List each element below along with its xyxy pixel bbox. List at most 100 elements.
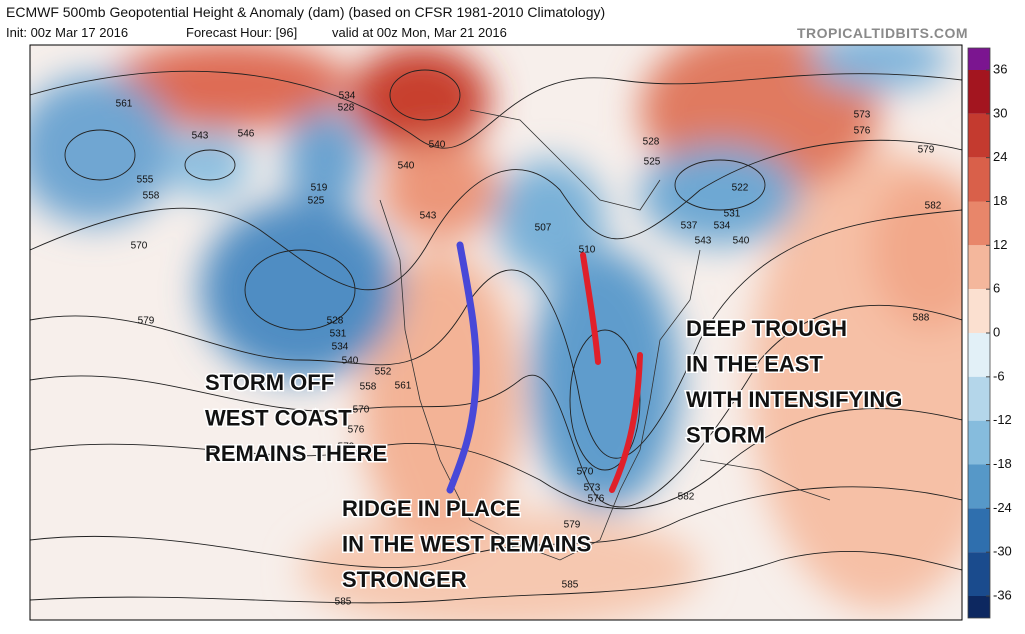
colorbar-label: 18 — [993, 193, 1007, 208]
height-contours — [30, 69, 962, 604]
colorbar-label: 6 — [993, 281, 1000, 296]
contour-label: 582 — [925, 201, 942, 212]
contour-label: 579 — [338, 442, 355, 453]
contour-label: 531 — [724, 209, 741, 220]
contour-label: 531 — [330, 329, 347, 340]
contour-label: 546 — [238, 129, 255, 140]
colorbar-segment — [968, 157, 990, 202]
annotations: STORM OFF WEST COAST REMAINS THERE RIDGE IN… — [204, 315, 904, 594]
contour-label: 588 — [913, 313, 930, 324]
annotation-line: DEEP TROUGH — [686, 316, 847, 341]
colorbar-label: -12 — [993, 412, 1012, 427]
contour-label: 561 — [395, 381, 412, 392]
annotation-line: WITH INTENSIFYING — [686, 387, 902, 412]
contour-label: 558 — [360, 382, 377, 393]
contour-label: 525 — [644, 157, 661, 168]
title: ECMWF 500mb Geopotential Height & Anomal… — [6, 4, 605, 20]
contour-label: 579 — [138, 316, 155, 327]
contour-label: 573 — [854, 110, 871, 121]
annotation-line: REMAINS THERE — [205, 441, 387, 466]
colorbar-segment — [968, 245, 990, 290]
contour-label: 543 — [420, 211, 437, 222]
contour-label: 576 — [854, 126, 871, 137]
trough-line — [580, 252, 601, 365]
colorbar-segment — [968, 508, 990, 553]
contour-label: 519 — [311, 183, 328, 194]
colorbar-segment — [968, 113, 990, 158]
coastlines — [379, 109, 831, 561]
colorbar-segment — [968, 596, 990, 618]
colorbar: 36 30 24 18 12 6 0 -6 -12 -18 -24 -30 -36 — [967, 47, 1012, 619]
anomaly-shading — [30, 45, 962, 620]
annotation-line: WEST COAST — [205, 406, 352, 431]
colorbar-label: 24 — [993, 149, 1007, 164]
contour-label: 579 — [918, 145, 935, 156]
contour-label: 561 — [116, 99, 133, 110]
contour-label: 540 — [733, 236, 750, 247]
contour-label: 570 — [577, 467, 594, 478]
annotation-line: STORM OFF — [205, 370, 334, 395]
colorbar-label: -36 — [993, 587, 1012, 602]
forecast-hour: Forecast Hour: [96] — [186, 25, 297, 40]
colorbar-segment — [968, 552, 990, 596]
contour-label: 537 — [681, 221, 698, 232]
contour-label: 555 — [137, 175, 154, 186]
contour-label: 540 — [342, 356, 359, 367]
annotation-line: IN THE WEST REMAINS — [342, 532, 591, 557]
colorbar-label: -24 — [993, 500, 1012, 515]
contour-label: 543 — [695, 236, 712, 247]
contour-label: 579 — [564, 520, 581, 531]
colorbar-segment — [968, 464, 990, 509]
init-time: Init: 00z Mar 17 2016 — [6, 25, 128, 40]
contour-label: 528 — [643, 137, 660, 148]
contour-label: 534 — [332, 342, 349, 353]
annotation-line: IN THE EAST — [686, 352, 823, 377]
colorbar-segment — [968, 376, 990, 421]
annotation-line: RIDGE IN PLACE — [342, 496, 520, 521]
ridge-line — [446, 241, 480, 494]
annotation-line: STORM — [686, 423, 765, 448]
colorbar-segment — [968, 333, 990, 377]
colorbar-segment — [968, 201, 990, 246]
contour-label: 582 — [678, 492, 695, 503]
colorbar-label: 12 — [993, 237, 1007, 252]
contour-label: 534 — [714, 221, 731, 232]
colorbar-label: -6 — [993, 368, 1005, 383]
colorbar-label: 0 — [993, 324, 1000, 339]
contour-label: 573 — [584, 483, 601, 494]
contour-label: 570 — [131, 241, 148, 252]
map-frame — [29, 44, 963, 621]
contour-label: 576 — [348, 425, 365, 436]
contour-label: 507 — [535, 223, 552, 234]
contour-label: 558 — [143, 191, 160, 202]
contour-label: 585 — [562, 580, 579, 591]
contour-label: 534 — [339, 91, 356, 102]
contour-label: 525 — [308, 196, 325, 207]
contour-label: 552 — [375, 367, 392, 378]
colorbar-segment — [968, 70, 990, 114]
contour-label: 585 — [335, 597, 352, 608]
valid-time: valid at 00z Mon, Mar 21 2016 — [332, 25, 507, 40]
contour-label: 540 — [429, 140, 446, 151]
contour-label: 543 — [192, 131, 209, 142]
contour-label: 540 — [398, 161, 415, 172]
contour-label: 522 — [732, 183, 749, 194]
colorbar-label: 36 — [993, 61, 1007, 76]
contour-label: 576 — [588, 494, 605, 505]
colorbar-segment — [968, 420, 990, 465]
trough-line — [609, 352, 643, 493]
colorbar-label: -18 — [993, 456, 1012, 471]
contour-label: 570 — [353, 405, 370, 416]
watermark: TROPICALTIDBITS.COM — [797, 25, 968, 41]
contour-label: 528 — [327, 316, 344, 327]
colorbar-label: 30 — [993, 105, 1007, 120]
annotation-line: STRONGER — [342, 567, 467, 592]
contour-label: 528 — [338, 103, 355, 114]
colorbar-segment — [968, 289, 990, 333]
colorbar-label: -30 — [993, 544, 1012, 559]
colorbar-segment — [968, 48, 990, 70]
contour-label: 510 — [579, 245, 596, 256]
